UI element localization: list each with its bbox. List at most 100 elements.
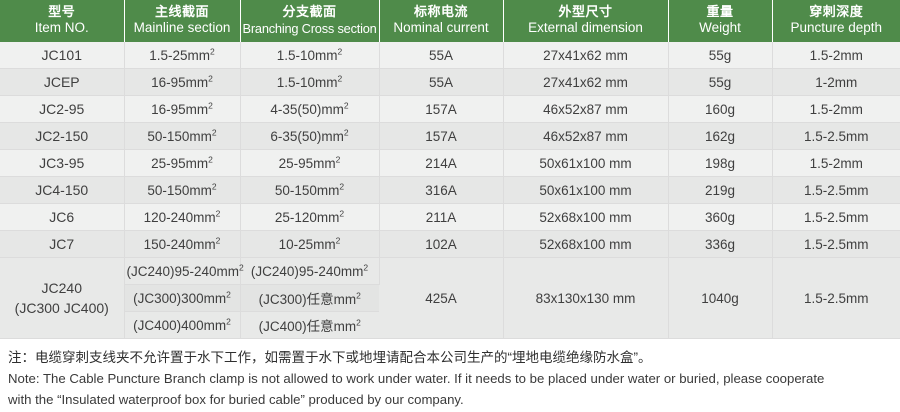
superscript-2: 2 [211, 127, 217, 138]
cell-branching-section: (JC240)95-240mm 2 [240, 257, 380, 286]
column-header-item-no-en: Item NO. [34, 20, 89, 36]
cell-puncture-depth: 1.5-2.5mm [772, 230, 900, 259]
column-header-nominal-current-cn: 标称电流 [413, 4, 468, 19]
superscript-2: 2 [208, 100, 213, 111]
cell-nominal-current: 55A [379, 68, 504, 97]
cell-mainline-value: 150-240mm [143, 236, 216, 252]
superscript-2: 2 [211, 181, 217, 192]
column-header-item-no-cn: 型号 [48, 4, 76, 19]
cell-branching-section: 1.5-10mm2 [240, 42, 380, 70]
cell-item-no-jc240: JC240 (JC300 JC400) [0, 257, 125, 340]
cell-external-dimension: 52x68x100 mm [503, 230, 669, 259]
cell-puncture-depth: 1.5-2mm [772, 95, 900, 124]
cell-nominal-current: 214A [379, 149, 504, 178]
table-row-jc240-sub-1: JC240 (JC300 JC400) (JC240)95-240mm 2 (JC… [0, 257, 900, 340]
column-header-puncture-depth-en: Puncture depth [790, 20, 883, 36]
cell-branching-section: 10-25mm2 [240, 230, 380, 259]
table-row-jc240-sub-2: (JC300)300mm2 (JC300)任意mm2 [0, 284, 900, 313]
cell-external-dimension: 52x68x100 mm [503, 203, 669, 232]
table-row: JCEP 16-95mm2 1.5-10mm2 55A 27x41x62 mm … [0, 68, 900, 97]
cell-branching-section: 4-35(50)mm2 [240, 95, 380, 124]
cell-mainline-value: 16-95mm [151, 101, 209, 117]
cell-mainline-section: 50-150mm2 [124, 122, 241, 151]
superscript-2: 2 [208, 154, 213, 165]
cell-nominal-current: 425A [379, 257, 504, 340]
cell-weight: 160g [668, 95, 773, 124]
cell-branching-value: 50-150mm [274, 182, 340, 198]
column-header-weight: 重量 Weight [668, 0, 773, 43]
cell-item-no-jc240-line2: (JC300 JC400) [14, 300, 109, 317]
cell-external-dimension: 50x61x100 mm [503, 149, 669, 178]
superscript-2: 2 [356, 317, 361, 328]
column-header-mainline-section-cn: 主线截面 [154, 4, 209, 19]
cell-nominal-current: 102A [379, 230, 504, 259]
cell-external-dimension: 83x130x130 mm [503, 257, 669, 340]
header-row: 型号 Item NO. 主线截面 Mainline section 分支截面 B… [0, 0, 900, 43]
cell-item-no: JC101 [0, 42, 125, 70]
cell-weight: 219g [668, 176, 773, 205]
superscript-2: 2 [215, 208, 221, 219]
cell-external-dimension: 50x61x100 mm [503, 176, 669, 205]
cell-mainline-section: 16-95mm2 [124, 95, 241, 124]
cell-nominal-current: 316A [379, 176, 504, 205]
cell-branching-section: 25-95mm2 [240, 149, 380, 178]
column-header-external-dimension-cn: 外型尺寸 [558, 4, 613, 19]
column-header-branching-cross-section: 分支截面 Branching Cross section [240, 0, 380, 43]
cell-mainline-section: 16-95mm2 [124, 68, 241, 97]
cell-mainline-section: (JC300)300mm2 [124, 284, 241, 313]
superscript-2: 2 [335, 235, 341, 246]
cell-external-dimension: 46x52x87 mm [503, 95, 669, 124]
cell-branching-value: 25-95mm [278, 155, 336, 171]
column-header-external-dimension: 外型尺寸 External dimension [503, 0, 669, 43]
column-header-mainline-section-en: Mainline section [133, 20, 231, 36]
superscript-2: 2 [343, 127, 349, 138]
cell-weight: 162g [668, 122, 773, 151]
cell-branching-section: 1.5-10mm2 [240, 68, 380, 97]
table-row: JC101 1.5-25mm2 1.5-10mm2 55A 27x41x62 m… [0, 42, 900, 70]
table-row-jc240-sub-3: (JC400)400mm2 (JC400)任意mm2 [0, 311, 900, 340]
cell-item-no: JC6 [0, 203, 125, 232]
column-header-puncture-depth-cn: 穿刺深度 [809, 4, 864, 19]
superscript-2: 2 [208, 73, 213, 84]
cell-puncture-depth: 1.5-2.5mm [772, 176, 900, 205]
superscript-2: 2 [337, 46, 343, 57]
table-row: JC3-95 25-95mm2 25-95mm2 214A 50x61x100 … [0, 149, 900, 178]
table-row: JC4-150 50-150mm2 50-150mm2 316A 50x61x1… [0, 176, 900, 205]
cell-mainline-value: 50-150mm [147, 128, 212, 144]
cell-mainline-value: 120-240mm [143, 209, 216, 225]
cell-item-no-jc240-line1: JC240 [41, 279, 82, 296]
superscript-2: 2 [239, 262, 244, 273]
cell-item-no: JCEP [0, 68, 125, 97]
cell-mainline-value: (JC300)300mm [133, 290, 227, 306]
table-row: JC2-95 16-95mm2 4-35(50)mm2 157A 46x52x8… [0, 95, 900, 124]
cell-puncture-depth: 1-2mm [772, 68, 900, 97]
cell-mainline-value: 16-95mm [151, 74, 209, 90]
cell-branching-value: 10-25mm [278, 236, 336, 252]
cell-weight: 1040g [668, 257, 773, 340]
cell-puncture-depth: 1.5-2.5mm [772, 257, 900, 340]
cell-weight: 336g [668, 230, 773, 259]
cell-external-dimension: 27x41x62 mm [503, 42, 669, 70]
cell-puncture-depth: 1.5-2.5mm [772, 122, 900, 151]
superscript-2: 2 [339, 208, 345, 219]
cell-item-no: JC7 [0, 230, 125, 259]
cell-weight: 360g [668, 203, 773, 232]
superscript-2: 2 [335, 154, 341, 165]
cell-mainline-section: (JC240)95-240mm2 [124, 257, 244, 286]
column-header-weight-en: Weight [699, 20, 741, 36]
cell-mainline-section: 150-240mm2 [124, 230, 241, 259]
cell-branching-section: 25-120mm2 [240, 203, 380, 232]
superscript-2: 2 [226, 289, 231, 300]
cell-item-no: JC3-95 [0, 149, 125, 178]
column-header-branching-cross-section-en: Branching Cross section [242, 20, 377, 36]
cell-mainline-value: (JC400)400mm [133, 317, 227, 333]
column-header-nominal-current-en: Nominal current [393, 20, 489, 36]
cell-branching-value: 6-35(50)mm [270, 128, 344, 144]
cell-puncture-depth: 1.5-2.5mm [772, 203, 900, 232]
cell-branching-value: (JC240)95-240mm [250, 263, 364, 279]
specification-table: 型号 Item NO. 主线截面 Mainline section 分支截面 B… [0, 0, 900, 340]
cell-item-no: JC4-150 [0, 176, 125, 205]
cell-mainline-section: 25-95mm2 [124, 149, 241, 178]
column-header-weight-cn: 重量 [706, 4, 734, 19]
